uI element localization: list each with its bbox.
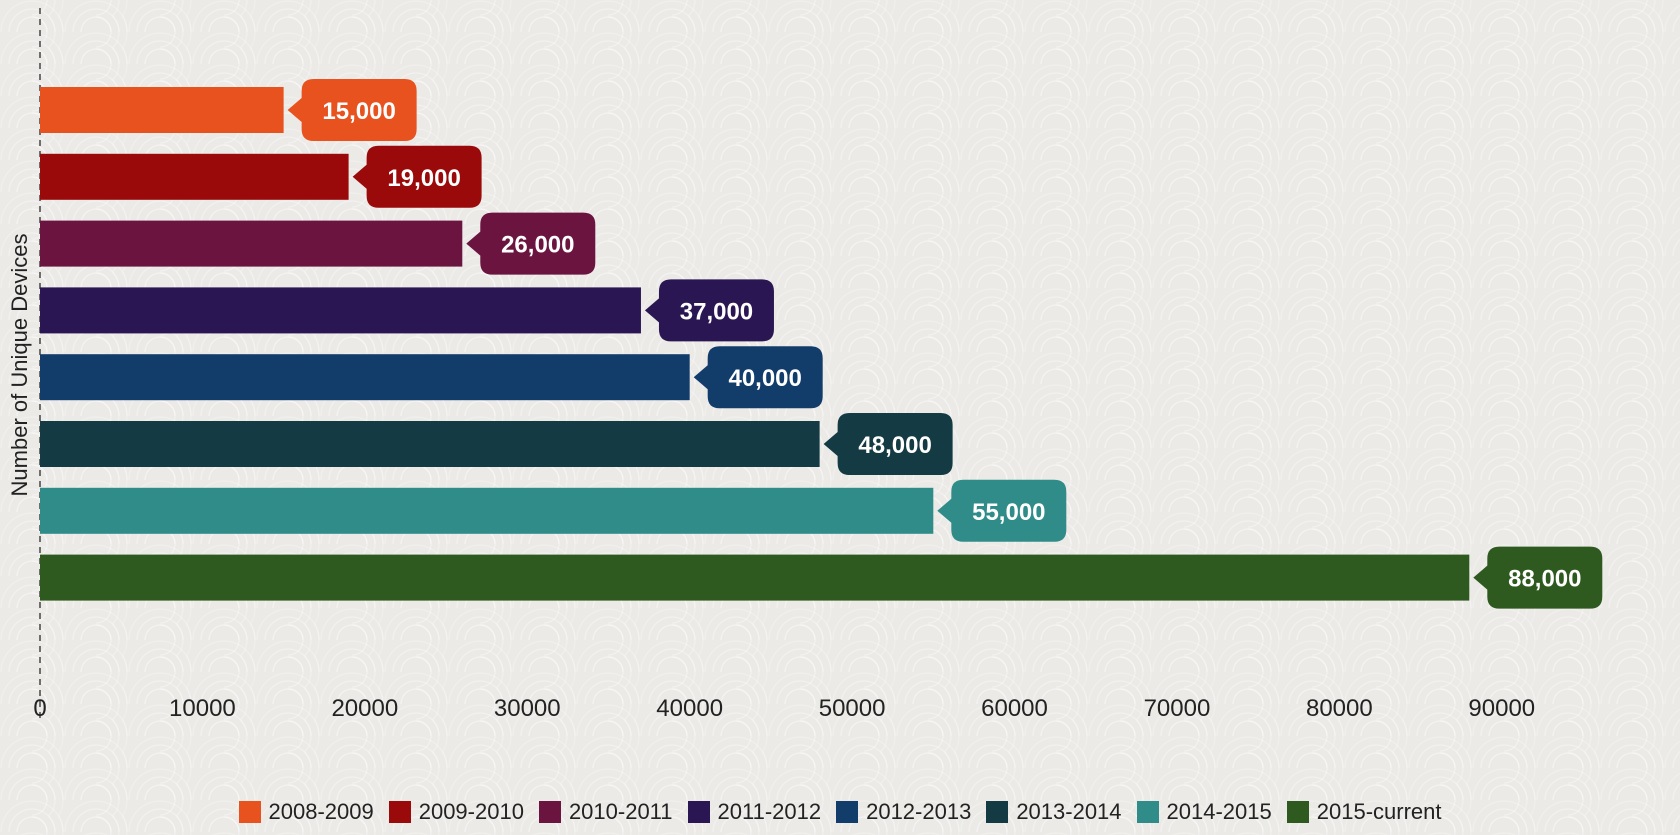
legend-label: 2008-2009 [268,799,374,824]
legend-item: 2013-2014 [986,799,1122,825]
data-label-callout [466,212,596,275]
bar-2010-2011 [40,220,463,267]
data-label-callout [1473,546,1603,609]
x-tick-label: 80000 [1306,695,1373,722]
bar-2015-current [40,554,1470,601]
legend-item: 2012-2013 [836,799,971,825]
data-label: 15,000 [322,98,395,125]
bar-2008-2009 [40,87,284,133]
bar-2013-2014 [40,421,820,467]
legend-label: 2012-2013 [866,799,972,824]
data-label: 88,000 [1508,566,1581,593]
legend-item: 2009-2010 [388,799,524,825]
data-label: 37,000 [680,298,753,325]
data-label: 55,000 [972,499,1045,526]
legend-label: 2010-2011 [568,799,673,824]
data-label-callout [352,145,482,208]
x-tick-label: 70000 [1144,695,1211,722]
x-tick-label: 50000 [819,695,886,722]
data-label-callout [693,346,823,409]
data-label-callout [644,279,774,342]
x-tick-label: 20000 [331,695,398,722]
data-label: 40,000 [728,365,801,392]
legend-swatch [1136,801,1159,823]
legend-label: 2015-current [1316,799,1442,824]
legend-label: 2011-2012 [717,799,822,824]
bars-group: 15,000 19,000 26,000 37,000 40,000 48,000 55,0… [40,79,1603,609]
bar-2014-2015 [40,487,934,534]
legend-label: 2014-2015 [1166,799,1272,824]
legend-item: 2008-2009 [238,799,374,825]
legend-swatch [1286,801,1309,823]
data-label-callout [937,479,1067,542]
data-label: 19,000 [387,165,460,192]
legend-swatch [388,801,411,823]
x-tick-label: 90000 [1468,695,1535,722]
data-label-callout [287,79,417,141]
legend-item: 2015-current [1286,799,1442,825]
data-label-callout [823,413,953,475]
bar-2011-2012 [40,287,641,334]
legend-swatch [687,801,710,823]
x-tick-label: 40000 [656,695,723,722]
legend-label: 2009-2010 [418,799,524,824]
data-label: 48,000 [858,432,931,459]
legend-swatch [538,801,561,823]
bar-2009-2010 [40,153,349,200]
y-axis-label: Number of Unique Devices [7,234,32,497]
legend: 2008-2009 2009-2010 2010-2011 2011-2012 2012… [0,796,1680,828]
x-tick-label: 60000 [981,695,1048,722]
legend-item: 2014-2015 [1136,799,1272,825]
legend-item: 2010-2011 [538,799,673,825]
x-tick-label: 10000 [169,695,236,722]
bar-2012-2013 [40,354,690,401]
x-tick-label: 0 [33,695,46,722]
legend-label: 2013-2014 [1016,799,1122,824]
legend-item: 2011-2012 [687,799,822,825]
legend-swatch [836,801,859,823]
x-tick-label: 30000 [494,695,561,722]
legend-swatch [238,801,261,823]
data-label: 26,000 [501,232,574,259]
legend-swatch [986,801,1009,823]
x-tick-labels: 0 10000 20000 30000 40000 50000 60000 70000 8000… [33,695,1535,722]
bar-chart: Number of Unique Devices 15,000 19,000 26,… [7,8,1603,722]
